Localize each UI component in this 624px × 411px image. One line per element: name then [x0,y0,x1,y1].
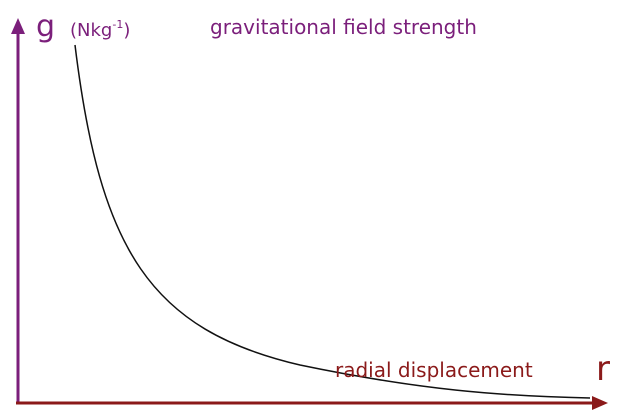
y-symbol: g [36,9,55,44]
y-unit: (Nkg-1) [70,18,130,41]
x-label: radial displacement [335,358,533,382]
y-unit-close: ) [123,20,130,41]
y-unit-superscript: -1 [112,18,123,31]
curve [74,44,591,399]
x-symbol: r [596,349,610,389]
x-axis-arrow [592,396,608,410]
y-label: gravitational field strength [210,15,477,39]
y-axis-arrow [11,18,25,34]
y-unit-open: (Nkg [70,20,112,41]
